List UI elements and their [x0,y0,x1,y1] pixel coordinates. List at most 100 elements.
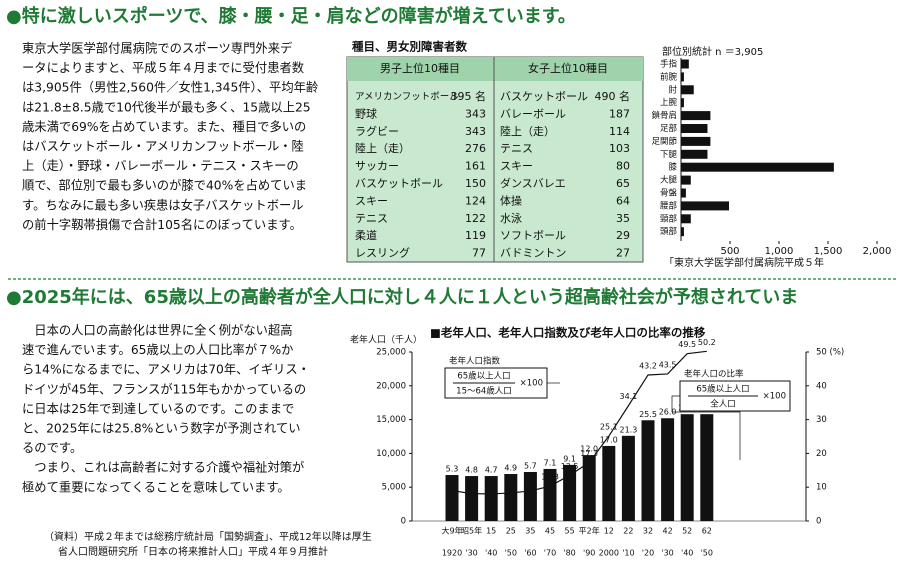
x-tick-label: 500 [720,246,739,257]
table-cell: バドミントン [500,247,566,260]
table-cell: 187 [609,107,630,120]
index-label: 25.1 [600,423,618,432]
index-label: 17.3 [580,449,598,458]
bar [700,414,714,521]
annotation-factor: ×100 [763,392,786,402]
x-tick-label: '90 [583,549,595,558]
bar [484,476,498,521]
annotation-denominator: 全人口 [710,399,736,410]
annotation-title: 老年人口の比率 [684,369,744,380]
x-tick-label: 1,000 [765,246,794,257]
bar [681,227,684,237]
y-tick-label: 10,000 [376,449,406,459]
bar [681,201,730,211]
annotation-numerator: 65歳以上人口 [457,371,510,382]
paragraph-line: に日本は25年で到達しているのです。このままで [22,402,294,416]
paragraph-line: 歳未満で69%を占めています。また、種目で多いの [22,119,306,134]
source-line: 省人口問題研究所「日本の将来推計人口」平成４年９月推計 [58,545,328,558]
era-label: 25 [506,527,516,536]
table-cell: 野球 [355,106,377,120]
ratio-label: 4.8 [465,466,478,475]
paragraph-line: 東京大学医学部付属病院でのスポーツ専門外来デ [22,41,293,56]
index-label: 9.0 [446,477,459,486]
ratio-label: 5.7 [524,461,537,470]
table-header: 男子上位10種目 [380,61,460,75]
table-cell: 水泳 [500,211,522,225]
table-cell: 124 [465,194,486,207]
bar [445,475,459,521]
source: 「東京大学医学部付属病院平成５年 [664,256,824,269]
chart-title: ■老年人口、老年人口指数及び老年人口の比率の推移 [430,326,706,340]
x-tick-label: '80 [563,549,575,558]
table-cell: レスリング [355,246,410,260]
category-label: 頸部 [660,213,678,224]
y2-tick-label: 10 [816,483,827,493]
table-header: 女子上位10種目 [528,61,608,75]
table-cell: スキー [500,160,533,173]
category-label: 足部 [660,123,678,134]
bar [681,149,708,159]
bar [681,162,834,172]
paragraph-line: す。ちなみに最も多い疾患は女子バスケットボール [22,197,304,212]
y2-tick-label: 20 [816,449,827,459]
era-label: 平2年 [579,526,600,536]
annotation-denominator: 15～64歳人口 [456,386,512,397]
ratio-label: 9.1 [563,454,576,463]
era-label: 32 [643,527,653,536]
y-axis-label: 老年人口（千人） [350,334,422,346]
x-tick-label: '40 [485,549,497,558]
paragraph-line: つまり、これは高齢者に対する介護や福祉対策が [22,460,304,475]
heading: ●特に激しいスポーツで、膝・腰・足・肩などの障害が増えています。 [6,5,576,27]
ratio-label: 4.7 [485,466,498,475]
category-label: 骨盤 [660,188,678,199]
bar [641,420,655,521]
ratio-label: 21.3 [619,425,637,434]
x-tick-label: '40 [681,549,693,558]
ratio-label: 7.1 [544,458,557,467]
table-cell: 490 名 [595,89,631,103]
x-tick-label: '30 [661,549,673,558]
era-label: 42 [663,527,673,536]
era-label: 35 [525,527,535,536]
bar [681,188,686,198]
table-title: 種目、男女別障害者数 [352,40,467,54]
era-label: 45 [545,527,555,536]
category-label: 大腿 [660,175,678,186]
ratio-label: 25.5 [639,410,657,419]
bar [661,418,675,521]
chart-title: 部位別統計 n ＝3,905 [662,45,763,58]
x-tick-label: 1920 [442,549,462,558]
table-cell: 77 [472,247,486,260]
era-label: 15 [486,527,496,536]
ratio-label: 17.0 [600,435,618,444]
index-label: 50.2 [698,338,716,347]
bar [543,468,557,521]
table-cell: テニス [500,142,533,155]
bar [621,435,635,521]
table-cell: 29 [616,229,630,242]
paragraph-line: るのです。 [22,441,82,455]
table-cell: 陸上（走） [355,142,410,155]
paragraph-line: と、2025年には25.8%という数字が予測されてい [22,421,301,436]
index-label: 49.5 [678,340,696,349]
ratio-label: 4.9 [504,464,517,473]
x-tick-label: 2000 [599,549,619,558]
table-cell: 343 [465,125,486,138]
category-label: 腰部 [660,200,678,211]
category-label: 上腕 [660,97,678,108]
table-cell: テニス [355,212,388,225]
y-tick-label: 5,000 [382,483,406,493]
leader [671,395,741,460]
x-tick-label: '50 [505,549,517,558]
category-label: 頭部 [660,226,678,237]
era-label: 22 [623,527,633,536]
bar [681,136,711,146]
paragraph-line: は21.8±8.5歳で10代後半が最も多く、15歳以上25 [22,99,311,114]
x-tick-label: '10 [622,549,634,558]
table-cell: 161 [465,160,486,173]
index-label: 8.1 [465,480,478,489]
ratio-label: 5.3 [446,465,459,474]
table-cell: 150 [465,177,486,190]
paragraph-line: 順で、部位別で最も多いのが膝で40%を占めていま [22,178,307,193]
annotation-numerator: 65歳以上人口 [696,384,749,395]
